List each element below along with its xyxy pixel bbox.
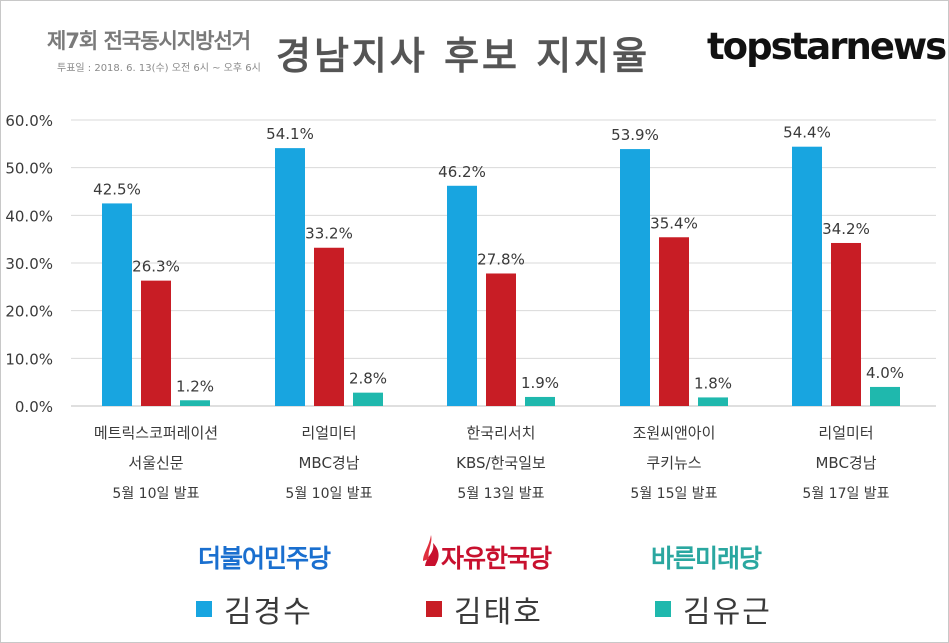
x-tick-label: 메트릭스코퍼레이션 [94,424,218,442]
data-label: 34.2% [822,220,870,238]
y-tick-label: 30.0% [5,255,53,273]
y-tick-label: 60.0% [5,112,53,130]
legend-swatch [196,601,212,617]
bar [275,148,305,406]
y-tick-label: 10.0% [5,350,53,368]
x-tick-label: MBC경남 [298,454,359,472]
x-tick-label: 쿠키뉴스 [646,454,701,472]
data-label: 4.0% [866,364,904,382]
legend-item-kim-kyung-soo: 김경수 [196,587,313,631]
legend-label: 김경수 [224,595,313,630]
bar [620,149,650,406]
bar [698,397,728,406]
y-tick-label: 20.0% [5,303,53,321]
x-tick-label: 조원씨앤아이 [633,424,716,442]
legend-item-kim-tae-ho: 김태호 [426,587,543,631]
x-tick-label: MBC경남 [815,454,876,472]
topstarnews-logo: topstarnews [707,25,947,68]
bar [314,247,344,406]
election-title: 제7회 전국동시지방선거 [47,29,251,53]
legend-label: 김유근 [683,595,772,630]
data-label: 46.2% [438,163,486,181]
x-tick-label: 5월 10일 발표 [112,486,199,501]
democratic-party-logo: 더불어민주당 [198,544,331,573]
bar [102,203,132,406]
bar [792,146,822,406]
legend-label: 김태호 [454,595,543,630]
election-date: 투표일 : 2018. 6. 13(수) 오전 6시 ~ 오후 6시 [57,63,261,74]
x-tick-label: 5월 13일 발표 [457,486,544,501]
data-label: 1.9% [521,374,559,392]
bar [486,273,516,406]
bar [659,237,689,406]
data-label: 54.4% [783,124,831,142]
bar [180,400,210,406]
y-tick-label: 50.0% [5,160,53,178]
y-tick-label: 0.0% [15,398,53,416]
x-tick-label: 리얼미터 [818,424,873,442]
bar [870,386,900,406]
y-tick-label: 40.0% [5,207,53,225]
data-label: 27.8% [477,250,525,268]
data-label: 1.2% [176,377,214,395]
data-label: 42.5% [93,180,141,198]
x-tick-label: 서울신문 [128,454,183,472]
bar-chart: 0.0% 10.0% 20.0% 30.0% 40.0% 50.0% 60.0% 42.5% 5… [5,112,936,501]
flame-icon [423,535,439,566]
bar [353,392,383,406]
x-tick-label: 5월 10일 발표 [285,486,372,501]
data-label: 26.3% [132,258,180,276]
x-tick-label: 5월 15일 발표 [630,486,717,501]
bareunmirae-party-logo: 바른미래당 [651,544,762,573]
liberty-korea-party-logo: 자유한국당 [441,544,552,573]
bar [831,242,861,406]
page-title: 경남지사 후보 지지율 [276,34,651,78]
data-label: 33.2% [305,225,353,243]
data-label: 53.9% [611,126,659,144]
data-label: 35.4% [650,214,698,232]
x-tick-label: 한국리서치 [466,424,535,442]
bar [141,280,171,406]
data-label: 2.8% [349,370,387,388]
legend-swatch [655,601,671,617]
x-tick-label: KBS/한국일보 [456,454,546,472]
bar [447,185,477,406]
x-tick-label: 5월 17일 발표 [802,486,889,501]
bar [525,396,555,406]
data-label: 54.1% [266,125,314,143]
data-label: 1.8% [694,374,732,392]
legend-swatch [426,601,442,617]
x-tick-label: 리얼미터 [301,424,356,442]
legend-item-kim-yu-geun: 김유근 [655,587,772,631]
